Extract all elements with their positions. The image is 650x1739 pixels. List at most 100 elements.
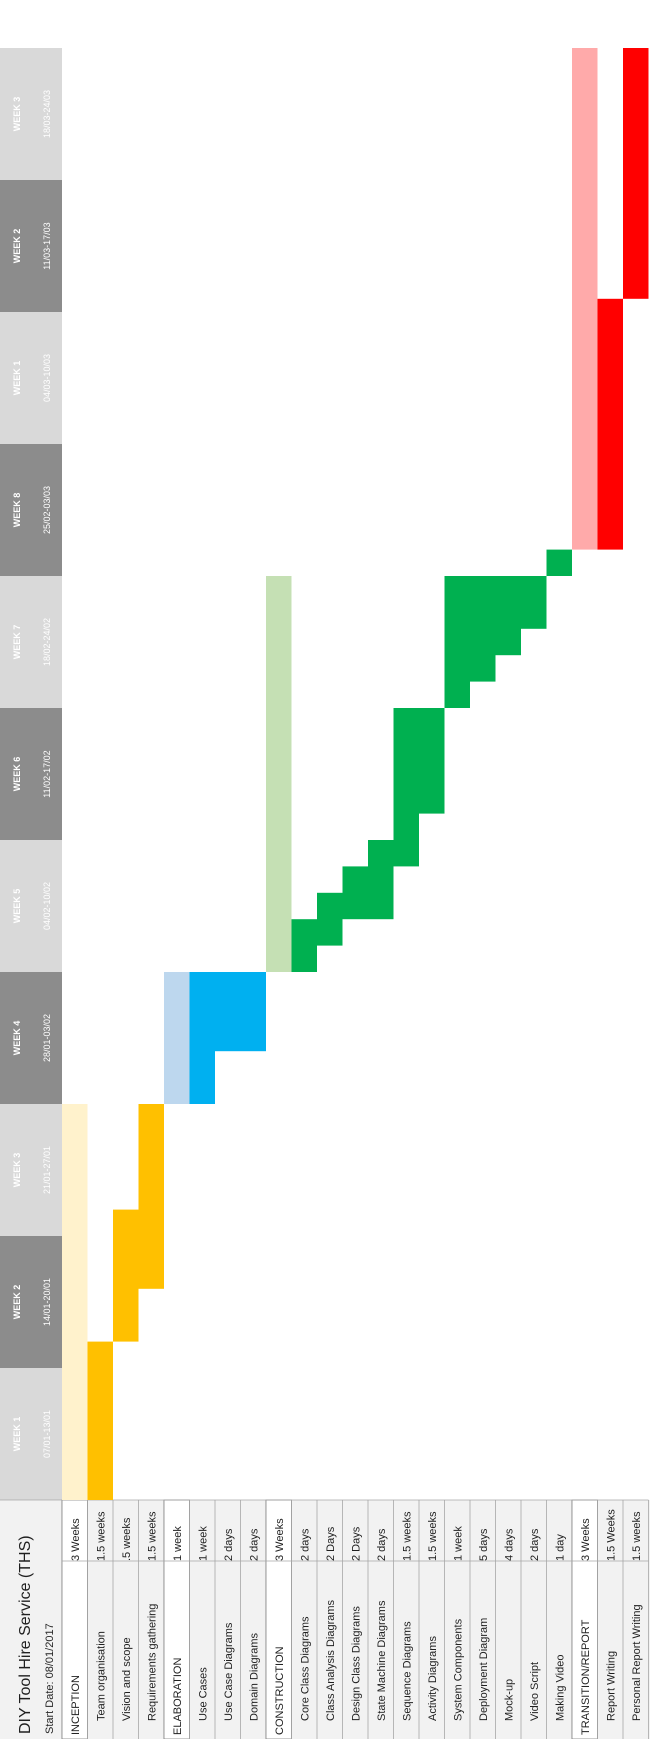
task-duration: 2 days: [248, 1528, 260, 1561]
week-header-cell: [0, 1236, 62, 1368]
task-bar: [87, 1341, 113, 1500]
task-duration: 1 week: [452, 1526, 464, 1561]
task-name: Class Analysis Diagrams: [325, 1599, 337, 1721]
task-duration: 1.5 weeks: [401, 1511, 413, 1561]
week-dates: 25/02-03/03: [42, 486, 52, 534]
task-name: Making Video: [554, 1655, 566, 1721]
week-header-cell: [0, 708, 62, 840]
week-header-cell: [0, 1104, 62, 1236]
task-list: INCEPTION 3 Weeks Team organisation 1.5 wee…: [0, 1499, 649, 1739]
task-duration: 2 days: [223, 1528, 235, 1561]
task-duration: 1.5 weeks: [427, 1511, 439, 1561]
start-date: Start Date: 08/01/2017: [44, 1623, 56, 1734]
week-dates: 11/02-17/02: [42, 750, 52, 797]
task-duration: 3 Weeks: [580, 1518, 592, 1561]
task-bar: [317, 892, 343, 946]
task-bar: [597, 298, 623, 550]
task-duration: 1.5 Weeks: [605, 1509, 617, 1561]
week-dates: 14/01-20/01: [42, 1278, 52, 1326]
week-label: WEEK 1: [12, 1417, 22, 1452]
task-name: Requirements gathering: [146, 1604, 158, 1721]
task-name: Core Class Diagrams: [299, 1616, 311, 1721]
phase-row: [163, 1499, 190, 1739]
phase-name: TRANSITION/REPORT: [580, 1619, 592, 1735]
week-dates: 21/01-27/01: [42, 1146, 52, 1194]
task-bar: [240, 972, 266, 1052]
task-name: Use Cases: [197, 1667, 209, 1721]
week-header-cell: [0, 48, 62, 180]
task-name: Team organisation: [95, 1631, 107, 1721]
chart-title: DIY Tool Hire Service (THS): [17, 1535, 34, 1734]
phase-bar: [572, 48, 598, 550]
task-panel-background: [0, 1500, 650, 1739]
week-dates: 28/01-03/02: [42, 1014, 52, 1062]
week-label: WEEK 4: [12, 1021, 22, 1056]
phase-bar: [164, 972, 190, 1104]
task-duration: 3 Weeks: [274, 1518, 286, 1561]
task-name: Activity Diagrams: [427, 1636, 439, 1721]
week-dates: 11/03-17/03: [42, 222, 52, 269]
phase-bar: [266, 576, 292, 972]
task-duration: 1 week: [172, 1526, 184, 1561]
task-duration: 1 day: [554, 1534, 566, 1561]
task-duration: 1.5 weeks: [631, 1511, 643, 1561]
task-name: Video Script: [529, 1662, 541, 1721]
task-duration: 2 Days: [325, 1526, 337, 1561]
task-name: Personal Report Writing: [631, 1604, 643, 1721]
week-dates: 07/01-13/01: [42, 1410, 52, 1458]
phase-bar: [62, 1104, 88, 1500]
task-bar: [215, 972, 241, 1052]
task-bar: [189, 972, 215, 1104]
week-header-cell: [0, 1368, 62, 1500]
gantt-bars: [62, 48, 649, 1500]
week-label: WEEK 6: [12, 757, 22, 792]
week-dates: 18/03-24/03: [42, 90, 52, 138]
task-duration: 4 days: [503, 1528, 515, 1561]
task-duration: 3 Weeks: [70, 1518, 82, 1561]
task-duration: 1 week: [197, 1526, 209, 1561]
task-duration: 1.5 weeks: [95, 1511, 107, 1561]
task-bar: [342, 866, 368, 920]
week-header-cell: [0, 840, 62, 972]
task-name: Report Writing: [605, 1651, 617, 1721]
task-duration: 5 days: [478, 1528, 490, 1561]
task-name: Deployment Diagram: [478, 1618, 490, 1721]
phase-name: CONSTRUCTION: [274, 1646, 286, 1735]
task-bar: [521, 576, 547, 629]
task-name: Design Class Diagrams: [350, 1606, 362, 1721]
week-header-cell: [0, 576, 62, 708]
task-bar: [444, 576, 470, 708]
week-label: WEEK 3: [12, 1153, 22, 1188]
task-duration: .5 weeks: [121, 1517, 133, 1561]
task-name: Domain Diagrams: [248, 1632, 260, 1721]
phase-row: [265, 1499, 292, 1739]
task-bar: [368, 840, 394, 920]
task-bar: [393, 708, 419, 867]
week-header-cell: [0, 180, 62, 312]
week-header-cell: [0, 444, 62, 576]
week-dates: 04/02-10/02: [42, 882, 52, 930]
week-header-cell: [0, 312, 62, 444]
task-name: State Machine Diagrams: [376, 1600, 388, 1721]
task-bar: [291, 919, 317, 972]
task-duration: 2 days: [529, 1528, 541, 1561]
week-dates: 04/03-10/03: [42, 354, 52, 402]
week-label: WEEK 2: [12, 229, 22, 264]
task-duration: 2 days: [299, 1528, 311, 1561]
week-dates: 18/02-24/02: [42, 618, 52, 666]
task-duration: 1.5 weeks: [146, 1511, 158, 1561]
task-bar: [138, 1104, 164, 1289]
task-name: Mock-up: [503, 1679, 515, 1721]
task-name: Use Case Diagrams: [223, 1622, 235, 1721]
task-name: Vision and scope: [121, 1637, 133, 1721]
task-bar: [470, 576, 496, 682]
phase-name: ELABORATION: [172, 1658, 184, 1735]
task-bar: [546, 549, 572, 576]
week-label: WEEK 8: [12, 493, 22, 528]
week-label: WEEK 3: [12, 97, 22, 132]
week-label: WEEK 2: [12, 1285, 22, 1320]
task-bar: [623, 48, 649, 299]
task-bar: [113, 1209, 139, 1342]
task-duration: 2 Days: [350, 1526, 362, 1561]
